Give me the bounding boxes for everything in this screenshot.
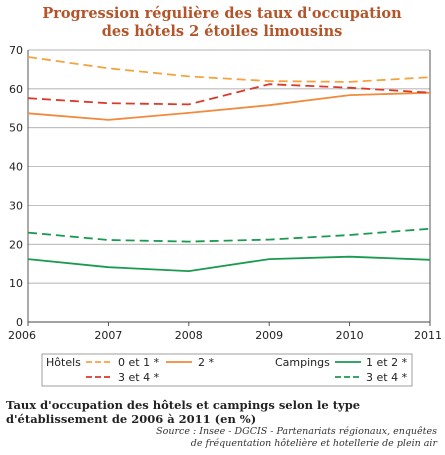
y-tick-label: 60 xyxy=(9,83,23,96)
legend-group-campings: Campings xyxy=(275,356,330,369)
legend: Hôtels Campings 0 et 1 * 2 * 3 et 4 * 1 … xyxy=(41,353,413,387)
x-tick-label: 2007 xyxy=(94,329,122,342)
legend-group-hotels: Hôtels xyxy=(46,356,81,369)
series-layer xyxy=(27,56,431,273)
x-tick-label: 2010 xyxy=(336,329,364,342)
source-line-1: Source : Insee - DGCIS - Partenariats ré… xyxy=(156,426,437,437)
x-tick-label: 2008 xyxy=(175,329,203,342)
source-line-2: de fréquentation hôtelière et hotellerie… xyxy=(190,438,437,449)
series-line-2 xyxy=(27,83,431,106)
y-tick-label: 30 xyxy=(9,199,23,212)
y-tick-label: 70 xyxy=(9,44,23,57)
series-line-0 xyxy=(27,56,431,83)
series-line-1 xyxy=(27,91,431,121)
chart-title-line-1: Progression régulière des taux d'occupat… xyxy=(42,5,402,22)
y-tick-label: 0 xyxy=(16,316,23,329)
x-tick-label: 2006 xyxy=(8,329,36,342)
chart-title-line-2: des hôtels 2 étoiles limousins xyxy=(102,23,343,40)
y-tick-label: 50 xyxy=(9,122,23,135)
legend-frame xyxy=(41,353,413,387)
series-line-4 xyxy=(27,227,431,243)
y-tick-label: 10 xyxy=(9,277,23,290)
y-tick-label: 20 xyxy=(9,238,23,251)
chart-caption: Taux d'occupation des hôtels et campings… xyxy=(6,398,361,426)
legend-label-campings-1-et-2: 1 et 2 * xyxy=(366,356,408,369)
legend-label-hotels-2: 2 * xyxy=(198,356,214,369)
legend-label-campings-3-et-4: 3 et 4 * xyxy=(366,371,408,384)
legend-label-hotels-3-et-4: 3 et 4 * xyxy=(118,371,160,384)
x-tick-label: 2011 xyxy=(414,329,442,342)
chart-source: Source : Insee - DGCIS - Partenariats ré… xyxy=(137,426,437,450)
y-tick-label: 40 xyxy=(9,161,23,174)
grid-layer xyxy=(28,49,430,284)
legend-label-hotels-0-et-1: 0 et 1 * xyxy=(118,356,160,369)
axis-layer: 0 10 20 30 40 50 60 70 2006 2007 2008 2009 2010 2011 xyxy=(8,44,442,342)
chart-svg: Progression régulière des taux d'occupat… xyxy=(8,5,442,387)
x-tick-label: 2009 xyxy=(255,329,283,342)
series-line-3 xyxy=(27,255,431,273)
